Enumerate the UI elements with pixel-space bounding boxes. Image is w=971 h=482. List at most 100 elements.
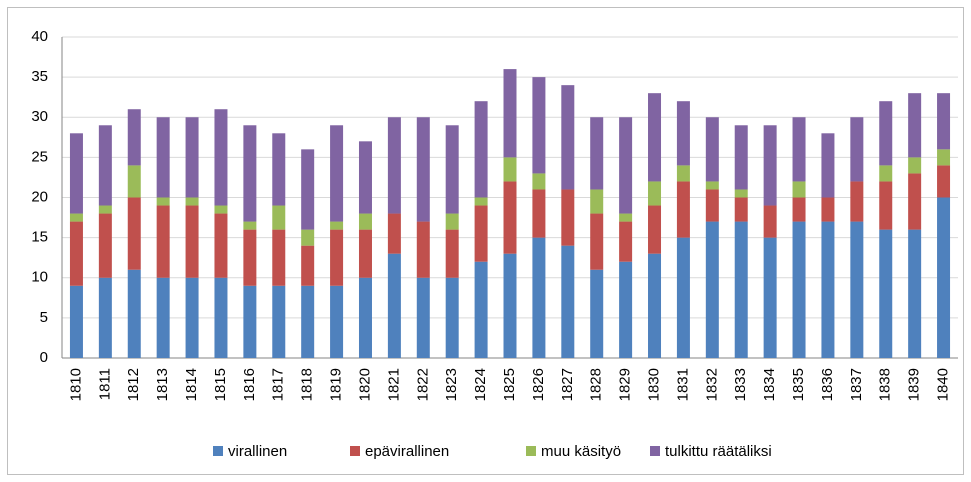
bar-segment (676, 101, 690, 166)
bar-segment (243, 125, 257, 222)
bar-segment (821, 221, 835, 358)
x-tick-label: 1837 (848, 368, 865, 401)
x-tick-label: 1815 (212, 368, 229, 401)
x-tick-label: 1810 (67, 368, 84, 401)
legend-label: muu käsityö (541, 443, 621, 460)
x-tick-label: 1818 (299, 368, 316, 401)
x-tick-label: 1827 (559, 368, 576, 401)
bar-segment (69, 213, 83, 222)
bar-segment (532, 237, 546, 358)
bar-segment (243, 285, 257, 358)
bar-segment (734, 189, 748, 198)
bar-segment (416, 117, 430, 222)
bar-segment (561, 245, 575, 358)
bar-segment (792, 181, 806, 198)
bar-segment (532, 77, 546, 174)
bar-segment (676, 237, 690, 358)
x-tick-label: 1813 (154, 368, 171, 401)
x-tick-label: 1830 (645, 368, 662, 401)
x-tick-label: 1811 (96, 368, 113, 400)
bar-segment (503, 157, 517, 182)
legend-label: virallinen (228, 443, 287, 460)
bar-segment (214, 213, 228, 278)
x-tick-label: 1831 (674, 368, 691, 401)
bar-segment (619, 221, 633, 262)
bar-segment (358, 141, 372, 214)
bar-segment (387, 117, 401, 214)
bar-segment (648, 181, 662, 206)
x-tick-label: 1824 (472, 368, 489, 401)
bar-segment (156, 277, 170, 358)
bar-segment (330, 285, 344, 358)
bar-segment (416, 221, 430, 278)
bar-segment (792, 197, 806, 222)
y-tick-label: 15 (31, 229, 48, 246)
bar-segment (937, 93, 951, 150)
bar-segment (763, 237, 777, 358)
bar-segment (879, 229, 893, 358)
bar-segment (908, 173, 922, 230)
bar-segment (214, 277, 228, 358)
legend-swatch (213, 446, 223, 456)
x-tick-label: 1826 (530, 368, 547, 401)
x-tick-label: 1823 (443, 368, 460, 401)
y-tick-label: 30 (31, 108, 48, 125)
bar-segment (474, 101, 488, 198)
bar-segment (879, 101, 893, 166)
x-tick-label: 1820 (356, 368, 373, 401)
bar-segment (792, 117, 806, 182)
bar-segment (561, 189, 575, 246)
y-tick-label: 20 (31, 188, 48, 205)
bar-segment (416, 277, 430, 358)
bar-segment (850, 117, 864, 182)
bar-segment (676, 165, 690, 182)
bar-segment (705, 221, 719, 358)
bar-segment (937, 165, 951, 198)
bar-segment (156, 197, 170, 206)
y-tick-label: 25 (31, 148, 48, 165)
bar-segment (561, 85, 575, 190)
bar-segment (619, 213, 633, 222)
bar-segment (821, 197, 835, 222)
x-tick-label: 1825 (501, 368, 518, 401)
y-tick-label: 10 (31, 269, 48, 286)
bar-segment (474, 197, 488, 206)
x-tick-label: 1834 (761, 368, 778, 401)
bar-segment (648, 253, 662, 358)
x-tick-label: 1819 (328, 368, 345, 401)
bar-segment (821, 133, 835, 198)
bar-segment (619, 117, 633, 214)
bar-segment (69, 285, 83, 358)
bar-segment (330, 125, 344, 222)
bar-segment (676, 181, 690, 238)
bar-segment (387, 253, 401, 358)
bar-segment (358, 213, 372, 230)
bar-segment (590, 269, 604, 358)
bar-segment (648, 205, 662, 254)
bar-segment (69, 221, 83, 286)
bar-segment (850, 221, 864, 358)
legend-label: tulkittu räätäliksi (665, 443, 772, 460)
x-tick-label: 1838 (877, 368, 894, 401)
bar-segment (619, 261, 633, 358)
bar-segment (590, 189, 604, 214)
bar-segment (185, 117, 199, 198)
x-tick-label: 1833 (732, 368, 749, 401)
bar-segment (850, 181, 864, 222)
bar-segment (908, 93, 922, 158)
bar-segment (156, 117, 170, 198)
x-tick-label: 1835 (790, 368, 807, 401)
x-tick-label: 1840 (935, 368, 952, 401)
bar-segment (185, 197, 199, 206)
legend-swatch (650, 446, 660, 456)
bar-segment (879, 181, 893, 230)
bar-segment (301, 229, 315, 246)
y-tick-label: 40 (31, 28, 48, 45)
bar-segment (301, 245, 315, 286)
bar-segment (98, 125, 112, 206)
bar-segment (705, 181, 719, 190)
bar-segment (358, 229, 372, 278)
bar-segment (474, 205, 488, 262)
bar-segment (185, 277, 199, 358)
y-tick-label: 0 (40, 349, 48, 366)
